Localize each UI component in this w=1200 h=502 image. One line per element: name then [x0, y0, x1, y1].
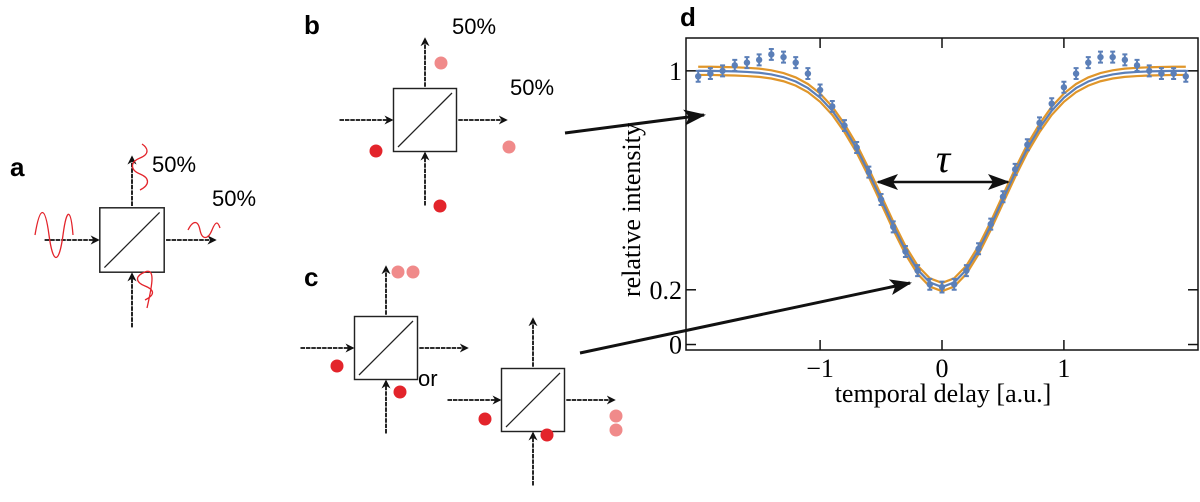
beam-splitter — [301, 267, 468, 434]
data-point — [1085, 59, 1091, 65]
data-point — [841, 122, 847, 128]
photon — [610, 424, 623, 437]
data-point — [768, 51, 774, 57]
beam-splitter — [45, 157, 215, 327]
data-point — [829, 103, 835, 109]
beam-splitter — [340, 39, 507, 206]
x-tick-label: 1 — [1057, 354, 1070, 383]
data-point — [1049, 100, 1055, 106]
panel-label: c — [304, 262, 318, 292]
data-point — [853, 144, 859, 150]
data-point — [780, 54, 786, 60]
data-point — [1146, 68, 1152, 74]
photon — [610, 410, 623, 423]
photon — [435, 57, 448, 70]
y-axis-label: relative intensity — [617, 123, 646, 297]
output-label: 50% — [152, 152, 196, 177]
data-point — [866, 169, 872, 175]
photon — [331, 360, 344, 373]
data-point — [902, 248, 908, 254]
data-point — [988, 221, 994, 227]
data-point — [793, 59, 799, 65]
photon — [503, 141, 516, 154]
data-point — [805, 70, 811, 76]
photon — [479, 413, 492, 426]
data-point — [1012, 166, 1018, 172]
wave — [35, 213, 73, 258]
separator-label: or — [418, 366, 438, 391]
photon — [392, 266, 405, 279]
wave — [133, 144, 148, 190]
x-tick-label: −1 — [806, 354, 834, 383]
data-point — [890, 224, 896, 230]
data-point — [1073, 70, 1079, 76]
plot-frame — [686, 38, 1198, 350]
photon — [541, 429, 554, 442]
panel-label: d — [680, 2, 696, 32]
data-point — [732, 62, 738, 68]
data-point — [951, 281, 957, 287]
y-tick-label: 1 — [669, 57, 682, 86]
data-point — [1183, 73, 1189, 79]
data-point — [1000, 194, 1006, 200]
beam-splitter — [448, 319, 615, 486]
data-point — [1170, 70, 1176, 76]
data-point — [963, 267, 969, 273]
data-point — [1061, 84, 1067, 90]
data-point — [1036, 120, 1042, 126]
data-point — [914, 267, 920, 273]
y-tick-label: 0 — [669, 331, 682, 360]
data-point — [975, 246, 981, 252]
data-point — [744, 59, 750, 65]
figure: a 50% 50% b 50% 50% c or d temporal dela… — [0, 0, 1200, 502]
photon — [370, 145, 383, 158]
data-point — [1158, 70, 1164, 76]
panel-label: b — [304, 10, 320, 40]
photon — [434, 200, 447, 213]
photon — [394, 386, 407, 399]
photon — [407, 266, 420, 279]
data-point — [1109, 54, 1115, 60]
data-point — [939, 284, 945, 290]
wave — [138, 271, 153, 308]
output-label: 50% — [212, 186, 256, 211]
data-point — [1122, 57, 1128, 63]
panel-label: a — [10, 152, 25, 182]
output-label: 50% — [452, 14, 496, 39]
annotation: τ — [936, 136, 952, 181]
output-label: 50% — [510, 75, 554, 100]
data-point — [719, 68, 725, 74]
data-point — [707, 70, 713, 76]
data-point — [1024, 142, 1030, 148]
data-point — [817, 87, 823, 93]
data-point — [927, 281, 933, 287]
x-tick-label: 0 — [936, 354, 949, 383]
data-point — [1097, 54, 1103, 60]
x-axis-label: temporal delay [a.u.] — [835, 379, 1052, 408]
wave — [188, 223, 220, 238]
data-point — [695, 73, 701, 79]
data-point — [878, 196, 884, 202]
data-point — [1134, 62, 1140, 68]
y-tick-label: 0.2 — [650, 276, 683, 305]
data-point — [756, 57, 762, 63]
